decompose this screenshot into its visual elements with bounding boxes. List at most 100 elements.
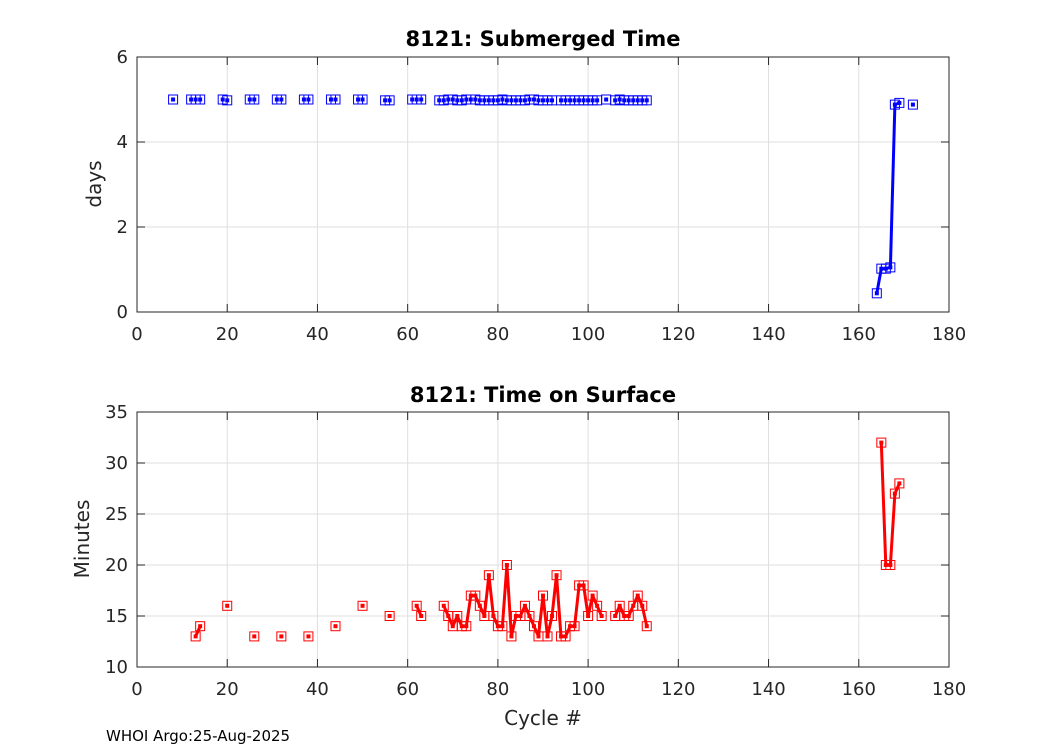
data-point-dot [554,573,559,578]
data-point-dot [595,98,600,103]
data-point-dot [441,603,446,608]
y-tick-label: 4 [117,132,128,153]
data-point-dot [897,481,902,486]
data-point-marker [416,611,427,621]
data-point-dot [387,98,392,103]
data-point-dot [491,614,496,618]
data-point-marker [249,631,260,642]
plot-area [137,412,949,667]
data-point-dot [193,634,198,639]
data-point-marker [538,590,548,601]
chart-title: 8121: Submerged Time [405,27,680,51]
data-point-marker [501,560,512,570]
data-point-dot [419,97,424,102]
x-tick-label: 40 [306,679,329,700]
data-point-marker [357,600,368,611]
x-tick-label: 120 [661,679,695,700]
data-point-marker [461,621,472,632]
data-point-marker [474,600,485,611]
data-point-marker [488,611,499,621]
data-point-marker [222,600,233,611]
data-point-dot [550,614,555,618]
data-point-dot [910,102,915,107]
x-tick-label: 100 [571,679,605,700]
data-point-dot [504,563,509,567]
data-point-marker [195,94,206,105]
data-point-marker [587,590,598,601]
data-point-dot [604,97,609,102]
data-point-marker [483,570,494,581]
data-point-marker [330,94,341,105]
data-point-marker [303,94,314,105]
data-point-marker [907,99,918,110]
chart-title: 8121: Time on Surface [410,383,676,407]
data-point-marker [632,590,643,601]
data-point-marker [871,288,882,299]
data-point-marker [596,611,607,621]
data-point-marker [506,631,517,642]
data-point-dot [225,98,230,103]
data-point-dot [198,624,203,629]
data-point-dot [892,491,897,496]
data-point-marker [195,621,206,632]
data-point-marker [497,621,508,632]
data-point-marker [528,621,539,632]
data-point-marker [547,611,558,621]
data-point-dot [414,603,419,608]
data-point-dot [640,603,645,608]
data-point-marker [276,94,287,105]
data-point-marker [470,590,481,601]
data-point-marker [452,611,463,621]
x-tick-label: 80 [486,679,509,700]
y-axis-label: Minutes [70,500,94,579]
data-point-dot [333,97,338,102]
data-point-dot [171,97,176,102]
data-point-dot [590,593,595,598]
data-point-dot [545,634,550,639]
x-tick-label: 80 [486,324,509,345]
data-point-dot [252,97,257,102]
data-point-dot [450,624,455,629]
data-point-marker [249,94,260,105]
data-point-dot [252,634,257,639]
submerged-time-chart: 0 20 40 60 80 100 120 140 160 180 0 2 4 6 8121: Submer… [82,27,966,345]
data-point-marker [411,600,422,611]
data-point-marker [560,631,571,642]
data-point-dot [613,614,618,618]
data-point-dot [572,624,577,629]
y-axis-label: days [82,160,106,207]
x-tick-label: 140 [751,324,785,345]
x-axis-label: Cycle # [504,706,582,730]
data-point-dot [888,265,893,270]
data-point-dot [879,440,884,445]
data-point-marker [885,262,896,273]
data-point-marker [330,621,341,632]
y-tick-label: 2 [117,217,128,238]
data-point-dot [333,624,338,629]
data-point-marker [357,94,368,105]
x-tick-label: 100 [571,324,605,345]
data-point-marker [276,631,287,642]
data-point-marker [384,611,395,621]
data-point-dot [477,603,482,608]
data-point-marker [438,600,449,611]
y-tick-label: 25 [105,504,128,525]
data-point-marker [614,600,625,611]
data-point-marker [894,97,905,108]
data-point-marker [885,560,896,570]
data-point-dot [486,573,491,578]
data-point-dot [500,624,505,629]
x-tick-label: 180 [932,324,966,345]
y-tick-label: 20 [105,555,128,576]
data-point-dot [522,603,527,608]
data-point-marker [894,478,905,489]
data-point-dot [419,614,424,618]
data-point-dot [473,593,478,598]
data-point-marker [641,95,652,106]
data-point-dot [631,603,636,608]
x-tick-label: 0 [131,324,142,345]
data-point-dot [518,614,523,618]
x-tick-label: 0 [131,679,142,700]
data-point-dot [888,563,893,567]
